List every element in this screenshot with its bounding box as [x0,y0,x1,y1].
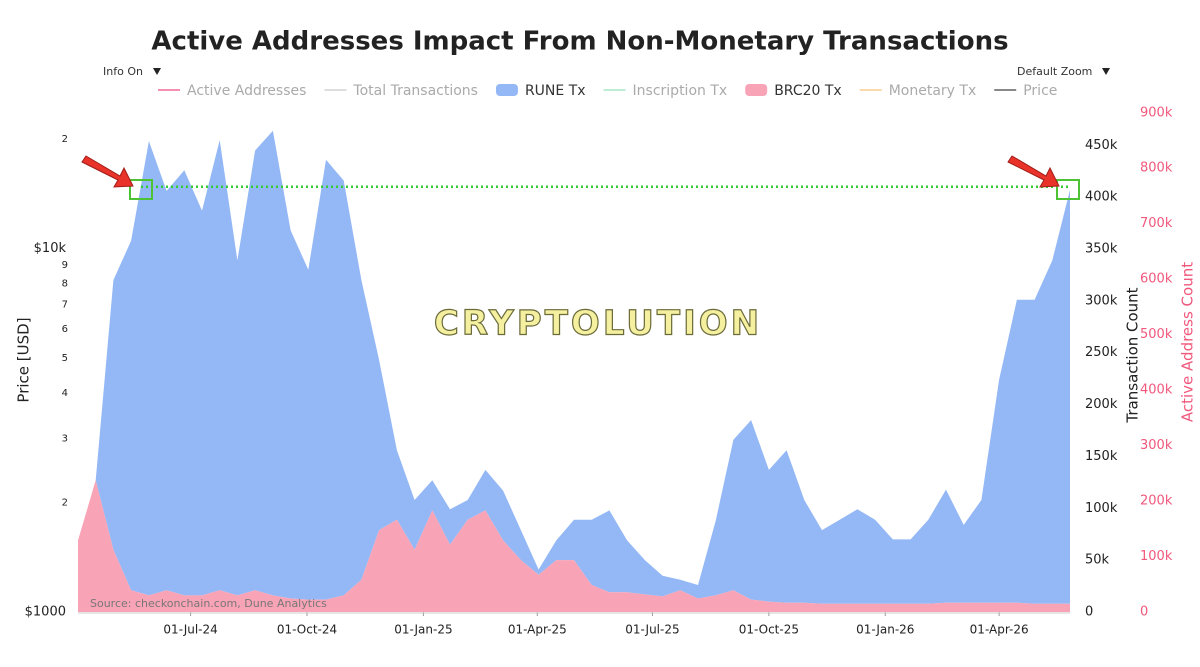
watermark: CRYPTOLUTION [434,304,762,344]
y-tick-label: 4 [62,388,68,399]
y3-tick-label: 900k [1140,105,1173,120]
y-tick-label: 9 [62,260,68,271]
legend-label[interactable]: Active Addresses [187,83,306,99]
y3-tick-label: 800k [1140,161,1173,176]
area [78,480,1070,612]
y2-tick-label: 250k [1085,345,1118,360]
legend-swatch[interactable] [745,84,768,96]
y-tick-label: 2 [62,498,68,509]
y2-tick-label: 400k [1085,190,1118,205]
y3-axis-title: Active Address Count [1179,262,1197,422]
y2-tick-label: 200k [1085,397,1118,412]
info-arrow[interactable] [153,68,161,75]
highlight-box [129,179,153,200]
y2-tick-label: 300k [1085,293,1118,308]
y3-tick-label: 300k [1140,438,1173,453]
y-tick-label: 2 [62,134,68,145]
legend-label[interactable]: Price [1023,83,1057,99]
x-tick-label: 01-Oct-24 [277,623,337,637]
y3-tick-label: 0 [1140,605,1148,620]
y-tick-label: 3 [62,433,68,444]
y3-tick-label: 500k [1140,327,1173,342]
chart-title: Active Addresses Impact From Non-Monetar… [151,27,1008,57]
y-tick-label: $1000 [25,605,66,620]
arrow [81,155,134,188]
y2-tick-label: 0 [1085,605,1093,620]
y2-tick-label: 100k [1085,501,1118,516]
legend-label[interactable]: Monetary Tx [889,83,977,99]
legend-swatch[interactable] [495,84,518,96]
y3-tick-label: 600k [1140,272,1173,287]
legend-label[interactable]: Total Transactions [352,83,478,99]
y3-tick-label: 400k [1140,383,1173,398]
y-tick-label: $10k [34,241,67,256]
source-note: Source: checkonchain.com, Dune Analytics [90,597,327,610]
y2-tick-label: 50k [1085,553,1110,568]
info-toggle[interactable]: Info On [103,65,143,78]
y3-tick-label: 700k [1140,216,1173,231]
zoom-arrow[interactable] [1102,68,1110,75]
x-tick-label: 01-Apr-25 [508,623,567,637]
x-tick-label: 01-Jan-26 [856,623,914,637]
x-tick-label: 01-Oct-25 [739,623,799,637]
legend-label[interactable]: RUNE Tx [525,83,586,99]
x-tick-label: 01-Jan-25 [394,623,452,637]
y-tick-label: 7 [62,300,68,311]
x-tick-label: 01-Jul-24 [163,623,217,637]
plot-area [78,130,1070,612]
highlight-box [1056,179,1080,200]
y-tick-label: 8 [62,279,68,290]
y3-tick-label: 200k [1140,494,1173,509]
arrow [1007,155,1060,188]
legend-label[interactable]: Inscription Tx [633,83,728,99]
area [78,130,1070,604]
legend-label[interactable]: BRC20 Tx [774,83,842,99]
y-axis-title: Price [USD] [15,317,33,402]
y3-tick-label: 100k [1140,549,1173,564]
x-tick-label: 01-Jul-25 [625,623,679,637]
y2-tick-label: 350k [1085,241,1118,256]
zoom-select[interactable]: Default Zoom [1017,65,1092,78]
y2-tick-label: 450k [1085,138,1118,153]
y2-tick-label: 150k [1085,449,1118,464]
y-tick-label: 5 [62,353,68,364]
x-tick-label: 01-Apr-26 [970,623,1029,637]
y-tick-label: 6 [62,324,68,335]
y2-axis-title: Transaction Count [1124,287,1142,423]
